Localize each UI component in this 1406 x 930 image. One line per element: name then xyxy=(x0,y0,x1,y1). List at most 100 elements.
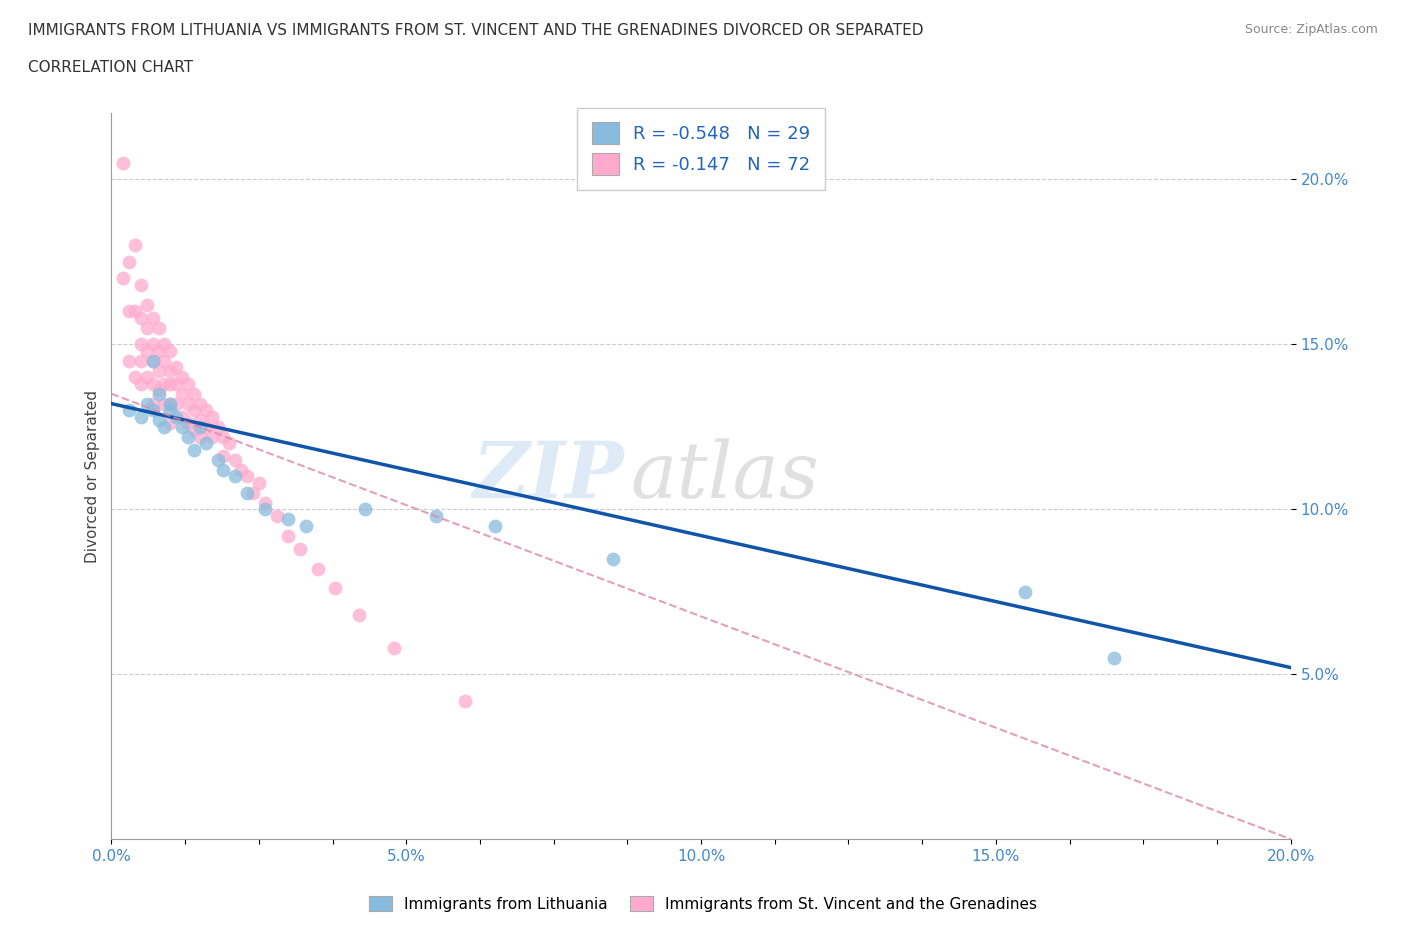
Text: ZIP: ZIP xyxy=(472,438,624,514)
Point xyxy=(266,509,288,524)
Point xyxy=(224,469,246,484)
Point xyxy=(207,419,229,434)
Point xyxy=(129,353,152,368)
Point xyxy=(425,509,447,524)
Point xyxy=(142,353,165,368)
Point xyxy=(148,383,170,398)
Point xyxy=(129,337,152,352)
Text: atlas: atlas xyxy=(630,438,820,514)
Point xyxy=(1102,650,1125,665)
Point xyxy=(231,462,253,477)
Point xyxy=(159,396,181,411)
Point xyxy=(148,413,170,428)
Point xyxy=(1014,584,1036,599)
Point xyxy=(183,422,205,437)
Point xyxy=(142,353,165,368)
Point xyxy=(602,551,624,566)
Point xyxy=(118,304,141,319)
Point xyxy=(194,436,217,451)
Point xyxy=(135,396,157,411)
Point xyxy=(135,370,157,385)
Point xyxy=(148,386,170,401)
Point xyxy=(142,396,165,411)
Point xyxy=(277,528,299,543)
Point xyxy=(224,452,246,467)
Point xyxy=(347,607,370,622)
Point xyxy=(159,396,181,411)
Point xyxy=(112,271,135,286)
Point xyxy=(242,485,264,500)
Point xyxy=(135,298,157,312)
Point xyxy=(129,409,152,424)
Point xyxy=(172,370,194,385)
Point xyxy=(277,512,299,526)
Point xyxy=(188,396,211,411)
Point xyxy=(188,429,211,444)
Point xyxy=(236,485,259,500)
Point xyxy=(135,343,157,358)
Point xyxy=(118,353,141,368)
Point xyxy=(183,386,205,401)
Text: IMMIGRANTS FROM LITHUANIA VS IMMIGRANTS FROM ST. VINCENT AND THE GRENADINES DIVO: IMMIGRANTS FROM LITHUANIA VS IMMIGRANTS … xyxy=(28,23,924,38)
Point xyxy=(124,304,146,319)
Point xyxy=(212,449,235,464)
Point xyxy=(165,377,187,392)
Point xyxy=(288,541,311,556)
Point xyxy=(384,641,406,656)
Point xyxy=(129,377,152,392)
Point xyxy=(153,337,176,352)
Legend: Immigrants from Lithuania, Immigrants from St. Vincent and the Grenadines: Immigrants from Lithuania, Immigrants fr… xyxy=(363,889,1043,918)
Point xyxy=(177,416,200,431)
Text: Source: ZipAtlas.com: Source: ZipAtlas.com xyxy=(1244,23,1378,36)
Point xyxy=(172,419,194,434)
Point xyxy=(177,396,200,411)
Point xyxy=(188,413,211,428)
Point xyxy=(207,452,229,467)
Point xyxy=(142,403,165,418)
Point xyxy=(159,364,181,379)
Point xyxy=(188,419,211,434)
Point xyxy=(253,502,276,517)
Point xyxy=(218,436,240,451)
Point xyxy=(194,403,217,418)
Point xyxy=(159,416,181,431)
Point xyxy=(142,311,165,325)
Point xyxy=(172,386,194,401)
Point xyxy=(148,320,170,335)
Point xyxy=(183,403,205,418)
Point xyxy=(153,377,176,392)
Point xyxy=(135,320,157,335)
Point xyxy=(172,409,194,424)
Point xyxy=(165,360,187,375)
Point xyxy=(129,311,152,325)
Text: CORRELATION CHART: CORRELATION CHART xyxy=(28,60,193,75)
Point xyxy=(253,495,276,510)
Point xyxy=(148,343,170,358)
Legend: R = -0.548   N = 29, R = -0.147   N = 72: R = -0.548 N = 29, R = -0.147 N = 72 xyxy=(578,108,825,190)
Point xyxy=(142,377,165,392)
Point xyxy=(153,419,176,434)
Point xyxy=(159,377,181,392)
Point xyxy=(183,443,205,458)
Point xyxy=(354,502,377,517)
Point xyxy=(159,343,181,358)
Point xyxy=(484,518,506,533)
Point xyxy=(118,403,141,418)
Point xyxy=(148,364,170,379)
Point xyxy=(247,475,270,490)
Point xyxy=(307,561,329,576)
Point xyxy=(142,337,165,352)
Point xyxy=(112,155,135,170)
Point xyxy=(153,353,176,368)
Point xyxy=(212,429,235,444)
Y-axis label: Divorced or Separated: Divorced or Separated xyxy=(86,390,100,563)
Point xyxy=(165,409,187,424)
Point xyxy=(118,254,141,269)
Point xyxy=(194,419,217,434)
Point xyxy=(159,403,181,418)
Point xyxy=(236,469,259,484)
Point xyxy=(177,377,200,392)
Point xyxy=(124,238,146,253)
Point xyxy=(454,693,477,708)
Point xyxy=(165,396,187,411)
